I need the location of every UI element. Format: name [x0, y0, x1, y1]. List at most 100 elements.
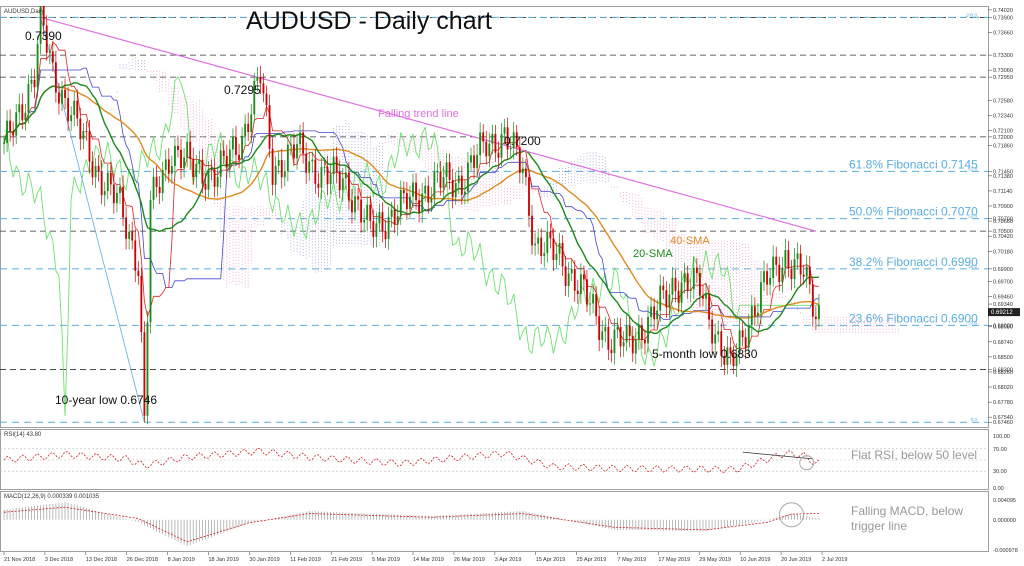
y-tick-label-9: 0.72000 [993, 135, 1013, 141]
y-tick-label-31: 0.68020 [993, 385, 1013, 391]
rsi-note: Flat RSI, below 50 level [851, 448, 977, 462]
candle-body-48 [149, 199, 152, 323]
candle-body-256 [784, 250, 787, 268]
candle-body-57 [177, 145, 179, 150]
candle-body-190 [583, 274, 585, 280]
candle-body-114 [351, 200, 353, 213]
candle-body-171 [525, 168, 527, 178]
sma20-line [3, 81, 819, 335]
candle-body-109 [335, 156, 338, 172]
candle-body-53 [164, 159, 167, 170]
macd-panel [0, 491, 989, 552]
candle-body-228 [698, 273, 701, 296]
candle-body-141 [433, 171, 436, 199]
candle-body-70 [216, 176, 219, 187]
candle-body-20 [64, 89, 66, 99]
candle-body-210 [644, 339, 646, 344]
y-tick-label-33: 0.67540 [993, 415, 1013, 421]
candle-body-102 [314, 159, 317, 184]
macd-note-line1: Falling MACD, below [851, 504, 963, 518]
candle-body-248 [760, 282, 762, 313]
current-price-box [988, 308, 1020, 317]
candle-body-188 [576, 290, 579, 295]
rsi-header: RSI(14) 43.80 [4, 432, 42, 438]
date-axis: 21 Nov 2018 3 Dec 2018 13 Dec 2018 26 Dec 2… [3, 552, 847, 563]
candle-body-116 [357, 196, 359, 200]
candle-body-36 [112, 184, 115, 204]
candle-body-237 [726, 347, 729, 365]
candle-body-61 [189, 141, 192, 159]
rsi-tick-0: 100.00 [993, 434, 1010, 440]
candle-body-231 [708, 294, 710, 320]
candle-body-28 [88, 131, 91, 162]
candle-body-98 [302, 132, 305, 154]
candle-body-59 [183, 157, 185, 169]
rsi-trend-line [742, 451, 813, 460]
candle-body-55 [170, 166, 173, 174]
candle-body-0 [3, 143, 5, 145]
candle-body-194 [595, 294, 598, 317]
candle-body-35 [109, 172, 112, 185]
candle-body-201 [616, 326, 619, 330]
candle-body-4 [15, 112, 18, 136]
candle-body-191 [586, 279, 588, 305]
candle-body-152 [467, 162, 469, 192]
y-tick-label-4: 0.73060 [993, 68, 1013, 74]
candle-body-127 [390, 209, 393, 217]
candle-body-21 [67, 98, 70, 122]
candle-body-77 [238, 154, 240, 160]
y-tick-label-29: 0.68300 [993, 367, 1013, 373]
x-tick-label-10: 14 Mar 2019 [413, 557, 444, 563]
candle-body-13 [42, 6, 45, 26]
candle-body-19 [61, 89, 63, 104]
candle-body-123 [378, 212, 381, 224]
y-tick-label-18: 0.70420 [993, 234, 1013, 240]
candle-body-54 [167, 159, 170, 174]
candle-body-195 [598, 316, 601, 341]
candle-body-149 [457, 175, 460, 184]
y-tick-label-6: 0.72580 [993, 98, 1013, 104]
candle-body-95 [293, 144, 295, 159]
candle-body-50 [155, 176, 158, 187]
candle-body-58 [180, 149, 182, 169]
high-label: 0.7390 [25, 29, 62, 43]
y-tick-label-15: 0.70700 [993, 217, 1013, 223]
candle-body-115 [354, 196, 356, 213]
candle-body-84 [259, 77, 262, 84]
candle-body-259 [793, 259, 796, 280]
macd-header: MACD(12,26,9) 0.000339 0.001035 [4, 494, 100, 500]
candle-body-23 [73, 100, 76, 116]
candle-body-148 [454, 183, 457, 198]
candle-body-140 [430, 198, 433, 203]
candle-body-179 [549, 231, 552, 239]
candle-body-235 [720, 331, 723, 356]
rsi-panel [0, 429, 989, 490]
x-tick-label-16: 17 May 2019 [658, 557, 690, 563]
macd-note-line2: trigger line [851, 519, 907, 533]
candle-body-151 [463, 191, 466, 195]
candle-body-219 [671, 277, 674, 295]
y-tick-label-28: 0.68500 [993, 355, 1013, 361]
candle-body-229 [702, 295, 704, 299]
candle-body-56 [174, 145, 176, 167]
candle-body-82 [253, 80, 256, 115]
candle-body-65 [201, 159, 204, 184]
candle-body-264 [808, 266, 811, 285]
candle-body-119 [366, 204, 369, 220]
candle-body-266 [814, 316, 817, 320]
rsi-tick-2: 30.00 [993, 469, 1007, 475]
candle-body-15 [48, 51, 51, 53]
candle-body-51 [158, 186, 161, 194]
candle-body-174 [534, 243, 537, 246]
candle-body-198 [607, 326, 610, 350]
candle-body-207 [634, 339, 637, 354]
candle-body-32 [100, 171, 103, 196]
candle-body-173 [531, 215, 533, 246]
candle-body-211 [647, 316, 649, 344]
candle-body-104 [320, 167, 323, 188]
x-tick-label-13: 15 Apr 2019 [536, 557, 566, 563]
fib-label-1: 50.0% Fibonacci 0.7070 [849, 205, 978, 219]
candle-body-44 [137, 270, 140, 276]
fib-tag-4: 100.0 [966, 12, 978, 17]
